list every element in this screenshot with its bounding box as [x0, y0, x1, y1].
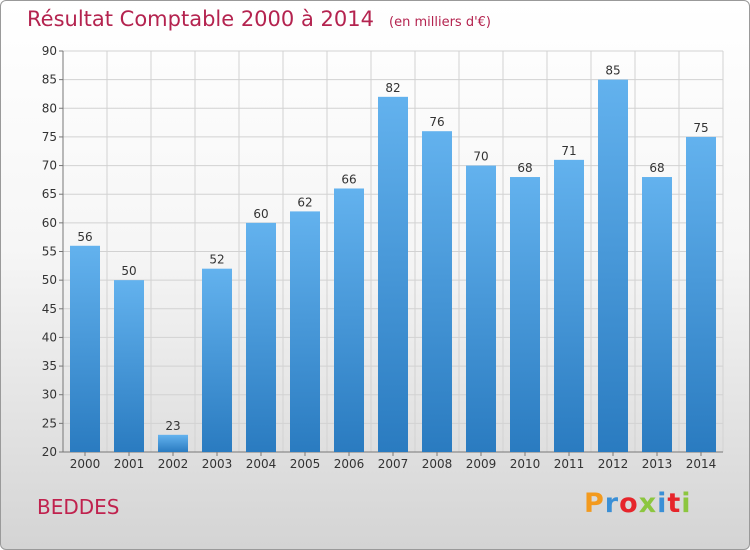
bar-2004 [246, 222, 276, 452]
x-tick-label-2010: 2010 [510, 457, 541, 471]
y-tick-label: 70 [42, 159, 57, 173]
y-tick-label: 65 [42, 187, 57, 201]
y-tick-label: 75 [42, 130, 57, 144]
bar-2007 [378, 96, 408, 452]
x-tick-label-2001: 2001 [114, 457, 145, 471]
bar-2012 [598, 79, 628, 453]
proxiti-logo: Proxiti [584, 488, 692, 519]
x-tick-label-2005: 2005 [290, 457, 321, 471]
value-label-2004: 60 [253, 207, 268, 221]
value-label-2008: 76 [429, 115, 444, 129]
y-tick-label: 40 [42, 330, 57, 344]
y-tick-label: 35 [42, 359, 57, 373]
value-label-2010: 68 [517, 161, 532, 175]
chart-header: Résultat Comptable 2000 à 2014 (en milli… [27, 7, 491, 31]
y-tick-label: 90 [42, 44, 57, 58]
value-label-2007: 82 [385, 81, 400, 95]
value-label-2001: 50 [121, 264, 136, 278]
place-name: BEDDES [37, 495, 120, 519]
y-tick-label: 60 [42, 216, 57, 230]
value-label-2011: 71 [561, 144, 576, 158]
x-tick-label-2009: 2009 [466, 457, 497, 471]
bar-2005 [290, 211, 320, 452]
value-label-2002: 23 [165, 419, 180, 433]
bar-2002 [158, 434, 188, 452]
logo-letter: i [657, 488, 668, 519]
bar-2000 [70, 245, 100, 452]
x-tick-label-2012: 2012 [598, 457, 629, 471]
chart-unit-label: (en milliers d'€) [389, 15, 491, 30]
bar-2009 [466, 165, 496, 453]
logo-letter: i [681, 488, 692, 519]
y-tick-label: 55 [42, 245, 57, 259]
x-tick-label-2004: 2004 [246, 457, 277, 471]
value-label-2003: 52 [209, 253, 224, 267]
y-tick-label: 45 [42, 302, 57, 316]
value-label-2012: 85 [605, 64, 620, 78]
value-label-2013: 68 [649, 161, 664, 175]
logo-letter: r [604, 488, 620, 519]
bars [70, 79, 716, 453]
y-tick-label: 80 [42, 101, 57, 115]
x-tick-label-2008: 2008 [422, 457, 453, 471]
x-tick-label-2011: 2011 [554, 457, 585, 471]
logo-letter: P [584, 488, 605, 519]
x-tick-label-2006: 2006 [334, 457, 365, 471]
y-tick-label: 50 [42, 273, 57, 287]
bar-2013 [642, 177, 672, 452]
logo-letter: x [638, 488, 658, 519]
x-tick-label-2007: 2007 [378, 457, 409, 471]
x-tick-label-2000: 2000 [70, 457, 101, 471]
x-tick-label-2003: 2003 [202, 457, 233, 471]
x-tick-label-2014: 2014 [686, 457, 717, 471]
y-tick-label: 30 [42, 388, 57, 402]
bar-2014 [686, 136, 716, 452]
value-label-2000: 56 [77, 230, 92, 244]
bar-2011 [554, 159, 584, 453]
value-label-2005: 62 [297, 195, 312, 209]
y-tick-label: 20 [42, 445, 57, 459]
bar-2006 [334, 188, 364, 452]
x-tick-label-2002: 2002 [158, 457, 189, 471]
y-tick-label: 85 [42, 73, 57, 87]
bar-2010 [510, 177, 540, 452]
bar-2003 [202, 268, 232, 452]
labels: 20 25 30 35 40 45 50 55 60 65 70 75 80 85 90 56 2000 50 20… [42, 44, 717, 471]
x-tick-label-2013: 2013 [642, 457, 673, 471]
bar-2008 [422, 131, 452, 452]
value-label-2014: 75 [693, 121, 708, 135]
chart-title: Résultat Comptable 2000 à 2014 [27, 7, 374, 31]
logo-letter: t [667, 488, 682, 519]
value-label-2006: 66 [341, 172, 356, 186]
logo-letter: o [619, 488, 639, 519]
value-label-2009: 70 [473, 150, 488, 164]
bar-2001 [114, 280, 144, 452]
y-tick-label: 25 [42, 416, 57, 430]
